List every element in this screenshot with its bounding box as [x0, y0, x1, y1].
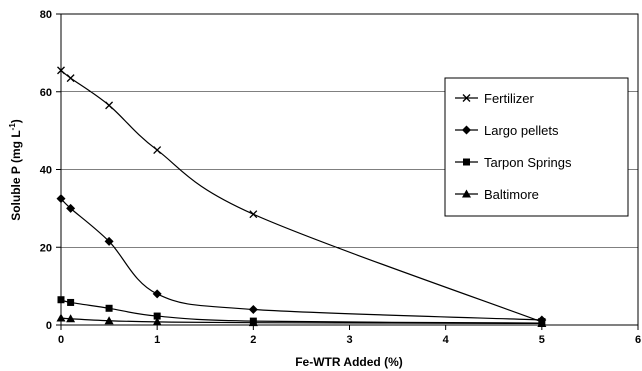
legend-marker-tarpon-springs — [463, 158, 470, 166]
legend-marker-largo-pellets — [462, 125, 471, 135]
data-point-baltimore — [248, 318, 258, 327]
x-axis-ticks: 0 1 2 3 4 5 6 — [58, 325, 641, 346]
legend-box — [444, 77, 629, 217]
data-point-tarpon-springs — [153, 312, 161, 320]
x-axis-title: Fe-WTR Added (%) — [295, 355, 403, 369]
x-tick-label: 1 — [154, 334, 160, 346]
y-tick-label: 0 — [46, 320, 52, 332]
data-point-baltimore — [66, 314, 76, 323]
data-point-fertilizer — [153, 146, 162, 155]
y-axis-title: Soluble P (mg L-1) — [8, 119, 23, 221]
legend-item-baltimore: Baltimore — [455, 187, 539, 202]
data-point-fertilizer — [57, 66, 65, 75]
legend-item-fertilizer: Fertilizer — [455, 91, 535, 106]
data-point-baltimore — [152, 317, 162, 326]
data-point-tarpon-springs — [57, 296, 65, 304]
data-point-tarpon-springs — [67, 298, 75, 306]
legend-marker-baltimore — [462, 189, 471, 198]
y-tick-label: 80 — [40, 9, 52, 21]
data-point-fertilizer — [66, 74, 75, 83]
data-point-baltimore — [104, 316, 114, 325]
legend-label: Tarpon Springs — [484, 155, 572, 170]
series-group — [56, 66, 547, 327]
data-point-fertilizer — [105, 101, 114, 110]
legend-label: Largo pellets — [484, 123, 559, 138]
series-baltimore — [56, 313, 547, 327]
legend-label: Fertilizer — [484, 91, 535, 106]
legend-item-tarpon-springs: Tarpon Springs — [455, 155, 572, 170]
data-point-tarpon-springs — [105, 304, 113, 312]
data-point-fertilizer — [249, 210, 258, 219]
x-tick-label: 2 — [250, 334, 256, 346]
legend-marker-fertilizer — [462, 94, 471, 102]
y-tick-label: 60 — [40, 87, 52, 99]
legend-label: Baltimore — [484, 187, 539, 202]
data-point-largo-pellets — [152, 289, 162, 299]
y-axis-ticks: 0 20 40 60 80 — [40, 9, 61, 332]
x-tick-label: 5 — [539, 334, 545, 346]
legend: Fertilizer Largo pellets Tarpon Springs Bal… — [444, 77, 629, 217]
y-tick-label: 20 — [40, 242, 52, 254]
x-tick-label: 4 — [443, 334, 450, 346]
legend-item-largo-pellets: Largo pellets — [455, 123, 559, 138]
data-point-largo-pellets — [66, 203, 76, 213]
x-tick-label: 6 — [635, 334, 641, 346]
x-tick-label: 0 — [58, 334, 64, 346]
data-point-largo-pellets — [56, 194, 66, 204]
x-tick-label: 3 — [346, 334, 352, 346]
y-tick-label: 40 — [40, 165, 52, 177]
data-point-baltimore — [56, 313, 66, 322]
data-point-largo-pellets — [104, 236, 114, 246]
data-point-baltimore — [537, 318, 547, 327]
data-point-largo-pellets — [248, 304, 258, 314]
